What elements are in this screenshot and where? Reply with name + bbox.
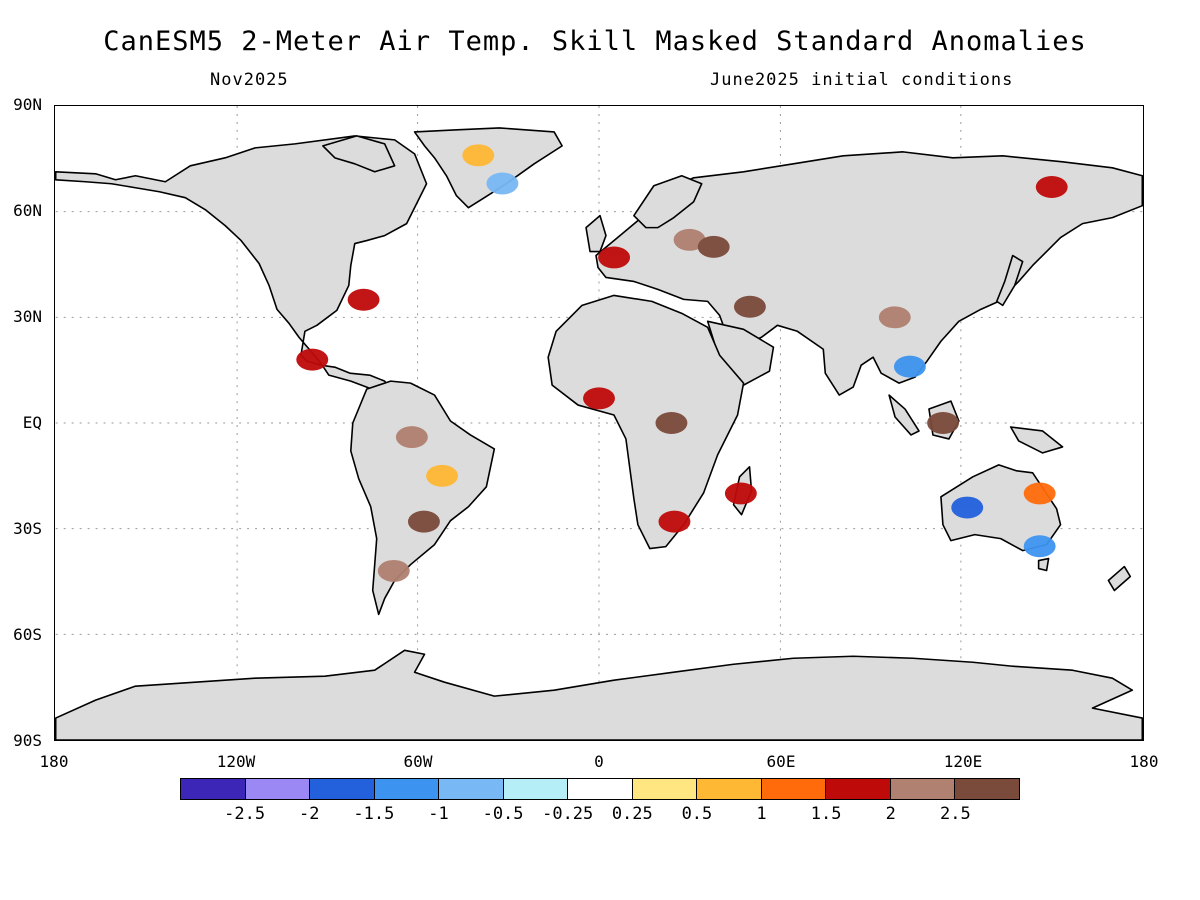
anomaly-region bbox=[733, 295, 766, 318]
lat-label-30s: 30S bbox=[13, 519, 42, 538]
antarctica bbox=[55, 649, 1143, 740]
colorbar-label: -2 bbox=[298, 804, 320, 824]
anomaly-region bbox=[658, 510, 691, 533]
north-america bbox=[55, 135, 428, 396]
anomaly-region bbox=[486, 172, 519, 195]
sumatra bbox=[888, 394, 920, 436]
colorbar-swatch bbox=[181, 779, 246, 799]
great-britain bbox=[585, 214, 607, 253]
scandinavia bbox=[633, 174, 703, 229]
anomaly-region bbox=[347, 288, 380, 311]
anomaly-region bbox=[395, 426, 428, 449]
colorbar-swatch bbox=[310, 779, 375, 799]
colorbar-label: 2.5 bbox=[940, 804, 971, 824]
colorbar-swatch bbox=[374, 779, 440, 799]
lat-label-30n: 30N bbox=[13, 307, 42, 326]
anomaly-region bbox=[673, 228, 706, 251]
lon-label-180e: 180 bbox=[1129, 752, 1159, 771]
colorbar-label: -1 bbox=[428, 804, 449, 824]
map-frame bbox=[54, 105, 1144, 741]
colorbar-label: 2 bbox=[885, 804, 896, 824]
greenland bbox=[413, 127, 563, 209]
lon-label-60w: 60W bbox=[403, 752, 433, 771]
colorbar-swatch bbox=[632, 779, 698, 799]
lon-label-120e: 120E bbox=[943, 752, 983, 771]
lon-label-60e: 60E bbox=[766, 752, 796, 771]
colorbar-swatch bbox=[245, 779, 311, 799]
anomaly-region bbox=[377, 559, 410, 582]
anomaly-region bbox=[426, 464, 459, 487]
anomaly-region bbox=[697, 235, 730, 258]
japan bbox=[995, 254, 1024, 307]
anomaly-region bbox=[583, 387, 615, 410]
colorbar-label: 0.5 bbox=[681, 804, 713, 824]
lat-label-90n: 90N bbox=[13, 95, 42, 114]
lon-label-0: 0 bbox=[594, 752, 604, 771]
anomaly-region bbox=[598, 246, 631, 269]
anomaly-region bbox=[878, 306, 911, 329]
anomaly-region bbox=[927, 412, 960, 434]
anomaly-region bbox=[1023, 482, 1056, 505]
anomaly-region bbox=[296, 348, 329, 371]
anomaly-region bbox=[462, 144, 495, 167]
colorbar-label: 0.25 bbox=[611, 804, 653, 824]
colorbar-label: -1.5 bbox=[353, 804, 395, 824]
lat-label-90s: 90S bbox=[13, 731, 42, 750]
colorbar-swatch bbox=[890, 779, 956, 799]
land-masses bbox=[55, 127, 1143, 740]
anomaly-region bbox=[1023, 535, 1056, 558]
lon-label-120w: 120W bbox=[216, 752, 256, 771]
colorbar-swatch bbox=[697, 779, 762, 799]
world-map bbox=[55, 106, 1143, 740]
anomaly-region bbox=[724, 482, 757, 505]
lon-label-180w: 180 bbox=[39, 752, 69, 771]
colorbar bbox=[180, 778, 1020, 800]
anomaly-region bbox=[407, 510, 440, 533]
tasmania bbox=[1037, 557, 1050, 572]
valid-month-label: Nov2025 bbox=[210, 70, 289, 90]
south-america bbox=[349, 380, 496, 616]
initial-conditions-label: June2025 initial conditions bbox=[710, 70, 1014, 90]
colorbar-swatch bbox=[761, 779, 827, 799]
lat-label-eq: EQ bbox=[22, 413, 42, 432]
colorbar-swatch bbox=[439, 779, 504, 799]
colorbar-swatch bbox=[955, 779, 1019, 799]
colorbar-label: 1 bbox=[756, 804, 767, 824]
colorbar-swatch bbox=[568, 779, 633, 799]
anomaly-overlay bbox=[296, 144, 1068, 582]
anomaly-region bbox=[951, 496, 984, 519]
new-guinea bbox=[1009, 426, 1064, 454]
colorbar-label: -0.25 bbox=[542, 804, 594, 824]
anomaly-region bbox=[893, 355, 926, 378]
anomaly-region bbox=[1035, 176, 1068, 198]
lat-label-60n: 60N bbox=[13, 201, 42, 220]
map-title: CanESM5 2-Meter Air Temp. Skill Masked S… bbox=[103, 26, 1087, 57]
new-zealand bbox=[1107, 565, 1132, 592]
lat-label-60s: 60S bbox=[13, 625, 42, 644]
colorbar-label: -2.5 bbox=[224, 804, 266, 824]
colorbar-label: -0.5 bbox=[482, 804, 524, 824]
colorbar-label: 1.5 bbox=[810, 804, 842, 824]
colorbar-swatch bbox=[826, 779, 891, 799]
baffin-island bbox=[322, 135, 396, 173]
anomaly-region bbox=[655, 412, 688, 434]
colorbar-swatch bbox=[503, 779, 569, 799]
